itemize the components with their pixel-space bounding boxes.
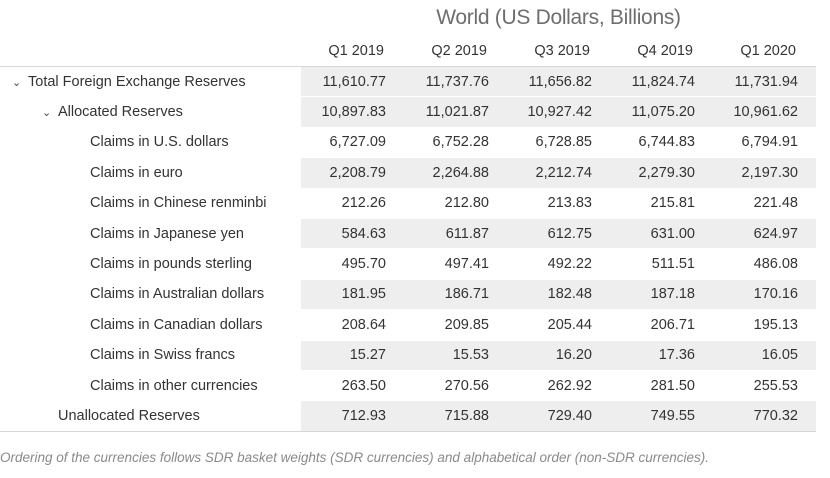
table-cell: 17.36: [610, 340, 713, 371]
table-cell: 16.05: [713, 340, 816, 371]
table-cell: 2,279.30: [610, 157, 713, 189]
table-cell: 213.83: [507, 188, 610, 219]
table-cell: 170.16: [713, 279, 816, 311]
table-cell: 770.32: [713, 400, 816, 432]
table-cell: 6,752.28: [404, 127, 507, 159]
table-cell: 611.87: [404, 218, 507, 250]
table-cell: 2,264.88: [404, 157, 507, 189]
row-label: Claims in other currencies: [0, 370, 301, 402]
header-label-cell: [0, 36, 301, 67]
table-cell: 6,744.83: [610, 127, 713, 159]
table-cell: 486.08: [713, 248, 816, 280]
table-row: Claims in euro 2,208.79 2,264.88 2,212.7…: [0, 157, 816, 189]
table-cell: 6,728.85: [507, 127, 610, 159]
table-row: Claims in Japanese yen 584.63 611.87 612…: [0, 218, 816, 250]
table-row: Claims in Chinese renminbi 212.26 212.80…: [0, 188, 816, 219]
table-cell: 6,727.09: [301, 127, 404, 159]
table-cell: 497.41: [404, 248, 507, 280]
table-cell: 187.18: [610, 279, 713, 311]
table-cell: 10,927.42: [507, 96, 610, 128]
table-cell: 624.97: [713, 218, 816, 250]
table-cell: 255.53: [713, 370, 816, 402]
table-cell: 205.44: [507, 309, 610, 341]
table-cell: 11,656.82: [507, 66, 610, 98]
table-cell: 715.88: [404, 400, 507, 432]
table-cell: 11,075.20: [610, 96, 713, 128]
table-cell: 206.71: [610, 309, 713, 341]
row-label: Claims in pounds sterling: [0, 248, 301, 280]
table-cell: 15.53: [404, 340, 507, 371]
table-title: World (US Dollars, Billions): [436, 6, 681, 29]
chevron-down-icon[interactable]: ⌄: [12, 76, 22, 89]
row-label: Claims in Chinese renminbi: [0, 188, 301, 219]
row-label: Claims in Australian dollars: [0, 279, 301, 311]
table-cell: 15.27: [301, 340, 404, 371]
reserves-table: Q1 2019 Q2 2019 Q3 2019 Q4 2019 Q1 2020 …: [0, 36, 816, 432]
row-label-text: Allocated Reserves: [58, 104, 183, 121]
table-cell: 511.51: [610, 248, 713, 280]
row-label: Claims in Swiss francs: [0, 340, 301, 371]
table-cell: 10,961.62: [713, 96, 816, 128]
column-header: Q2 2019: [404, 36, 507, 67]
table-cell: 195.13: [713, 309, 816, 341]
table-row: Claims in pounds sterling 495.70 497.41 …: [0, 248, 816, 280]
table-cell: 729.40: [507, 400, 610, 432]
header-row: Q1 2019 Q2 2019 Q3 2019 Q4 2019 Q1 2020: [0, 36, 816, 67]
table-cell: 215.81: [610, 188, 713, 219]
table-cell: 492.22: [507, 248, 610, 280]
table-cell: 221.48: [713, 188, 816, 219]
table-row: Unallocated Reserves 712.93 715.88 729.4…: [0, 400, 816, 432]
table-cell: 11,731.94: [713, 66, 816, 98]
table-cell: 11,610.77: [301, 66, 404, 98]
table-cell: 16.20: [507, 340, 610, 371]
row-label-text: Total Foreign Exchange Reserves: [28, 73, 246, 90]
table-cell: 631.00: [610, 218, 713, 250]
table-row: Claims in U.S. dollars 6,727.09 6,752.28…: [0, 127, 816, 159]
table-cell: 2,208.79: [301, 157, 404, 189]
table-cell: 262.92: [507, 370, 610, 402]
table-row: Claims in Canadian dollars 208.64 209.85…: [0, 309, 816, 341]
chevron-down-icon[interactable]: ⌄: [42, 107, 52, 120]
table-cell: 181.95: [301, 279, 404, 311]
row-label: Claims in U.S. dollars: [0, 127, 301, 159]
table-row: Claims in Australian dollars 181.95 186.…: [0, 279, 816, 311]
table-row: Claims in Swiss francs 15.27 15.53 16.20…: [0, 340, 816, 371]
table-cell: 2,197.30: [713, 157, 816, 189]
row-label: Claims in Japanese yen: [0, 218, 301, 250]
table-cell: 495.70: [301, 248, 404, 280]
table-cell: 749.55: [610, 400, 713, 432]
table-cell: 612.75: [507, 218, 610, 250]
row-label[interactable]: ⌄ Total Foreign Exchange Reserves: [0, 66, 301, 98]
table-row-allocated-reserves[interactable]: ⌄ Allocated Reserves 10,897.83 11,021.87 …: [0, 96, 816, 128]
table-cell: 209.85: [404, 309, 507, 341]
row-label: Claims in euro: [0, 157, 301, 189]
table-cell: 281.50: [610, 370, 713, 402]
table-cell: 182.48: [507, 279, 610, 311]
column-header: Q4 2019: [610, 36, 713, 67]
table-cell: 11,824.74: [610, 66, 713, 98]
table-cell: 6,794.91: [713, 127, 816, 159]
column-header: Q1 2020: [713, 36, 816, 67]
table-cell: 208.64: [301, 309, 404, 341]
table-cell: 2,212.74: [507, 157, 610, 189]
table-cell: 212.80: [404, 188, 507, 219]
table-cell: 712.93: [301, 400, 404, 432]
column-header: Q1 2019: [301, 36, 404, 67]
table-row: Claims in other currencies 263.50 270.56…: [0, 370, 816, 402]
row-label: Unallocated Reserves: [0, 400, 301, 432]
column-header: Q3 2019: [507, 36, 610, 67]
table-cell: 11,737.76: [404, 66, 507, 98]
row-label: Claims in Canadian dollars: [0, 309, 301, 341]
table-cell: 10,897.83: [301, 96, 404, 128]
row-label[interactable]: ⌄ Allocated Reserves: [0, 96, 301, 128]
table-cell: 212.26: [301, 188, 404, 219]
table-cell: 11,021.87: [404, 96, 507, 128]
table-cell: 263.50: [301, 370, 404, 402]
table-cell: 584.63: [301, 218, 404, 250]
table-cell: 186.71: [404, 279, 507, 311]
footnote: Ordering of the currencies follows SDR b…: [0, 450, 710, 465]
table-cell: 270.56: [404, 370, 507, 402]
table-row-total-reserves[interactable]: ⌄ Total Foreign Exchange Reserves 11,610.…: [0, 66, 816, 98]
